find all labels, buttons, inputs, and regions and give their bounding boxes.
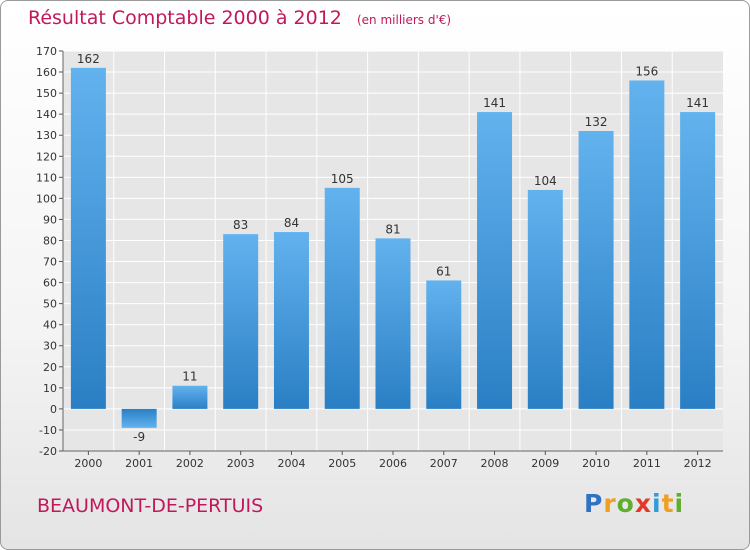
y-tick-label: 120 xyxy=(36,150,57,163)
bar-2003 xyxy=(223,234,259,409)
y-tick-label: 40 xyxy=(43,319,57,332)
y-tick-label: 80 xyxy=(43,234,57,247)
y-tick-label: 100 xyxy=(36,192,57,205)
bar-2000 xyxy=(70,67,106,409)
x-tick-label-2002: 2002 xyxy=(176,457,204,470)
y-tick-label: -10 xyxy=(39,424,57,437)
x-tick-label-2007: 2007 xyxy=(430,457,458,470)
y-tick-label: 20 xyxy=(43,361,57,374)
y-tick-label: 60 xyxy=(43,277,57,290)
y-tick-label: 0 xyxy=(50,403,57,416)
y-tick-label: 110 xyxy=(36,171,57,184)
bar-2006 xyxy=(375,238,411,409)
logo-letter: P xyxy=(584,489,604,518)
y-tick-label: 70 xyxy=(43,256,57,269)
chart-title: Résultat Comptable 2000 à 2012 xyxy=(28,7,342,29)
data-label-2002: 11 xyxy=(182,370,197,384)
logo-letter: o xyxy=(616,489,635,518)
x-tick-label-2006: 2006 xyxy=(379,457,407,470)
data-label-2006: 81 xyxy=(385,222,400,236)
x-tick-label-2000: 2000 xyxy=(74,457,102,470)
y-tick-label: 160 xyxy=(36,66,57,79)
bar-2002 xyxy=(172,385,208,409)
y-tick-label: 50 xyxy=(43,298,57,311)
x-tick-label-2004: 2004 xyxy=(277,457,305,470)
x-tick-label-2009: 2009 xyxy=(531,457,559,470)
logo-letter: x xyxy=(634,489,652,518)
chart-subtitle: (en milliers d'€) xyxy=(356,13,452,27)
bar-2012 xyxy=(680,112,716,409)
data-labels: 162 -9 11 83 84 105 81 61 141 104 132 156 141 xyxy=(77,52,709,444)
bar-2007 xyxy=(426,280,462,409)
data-label-2011: 156 xyxy=(635,64,658,78)
bar-2010 xyxy=(578,131,614,409)
data-label-2003: 83 xyxy=(233,218,248,232)
data-label-2012: 141 xyxy=(686,96,709,110)
y-tick-label: -20 xyxy=(39,445,57,458)
x-tick-label-2001: 2001 xyxy=(125,457,153,470)
bars xyxy=(70,67,716,428)
logo-letter: t xyxy=(661,489,675,518)
data-label-2004: 84 xyxy=(284,216,299,230)
data-label-2005: 105 xyxy=(331,172,354,186)
bar-2005 xyxy=(324,187,360,409)
bar-2004 xyxy=(273,232,309,409)
x-tick-label-2010: 2010 xyxy=(582,457,610,470)
x-tick-label-2005: 2005 xyxy=(328,457,356,470)
town-name: BEAUMONT-DE-PERTUIS xyxy=(37,495,264,517)
bar-2009 xyxy=(527,189,563,409)
y-tick-label: 130 xyxy=(36,129,57,142)
y-tick-label: 140 xyxy=(36,108,57,121)
proxiti-logo[interactable]: Proxiti xyxy=(584,489,684,518)
data-label-2007: 61 xyxy=(436,264,451,278)
x-tick-label-2011: 2011 xyxy=(633,457,661,470)
y-tick-label: 150 xyxy=(36,87,57,100)
y-tick-label: 90 xyxy=(43,213,57,226)
bar-2001 xyxy=(121,408,157,428)
y-tick-label: 30 xyxy=(43,340,57,353)
data-label-2009: 104 xyxy=(534,174,557,188)
bar-2011 xyxy=(629,80,665,409)
y-tick-label: 10 xyxy=(43,382,57,395)
y-tick-label: 170 xyxy=(36,45,57,58)
x-tick-label-2008: 2008 xyxy=(481,457,509,470)
title-row: Résultat Comptable 2000 à 2012 (en milli… xyxy=(28,7,451,29)
data-label-2010: 132 xyxy=(585,115,608,129)
bar-2008 xyxy=(477,112,513,409)
data-label-2001: -9 xyxy=(133,430,145,444)
data-label-2000: 162 xyxy=(77,52,100,66)
data-label-2008: 141 xyxy=(483,96,506,110)
logo-letter: r xyxy=(603,489,617,518)
x-tick-label-2003: 2003 xyxy=(227,457,255,470)
x-tick-label-2012: 2012 xyxy=(684,457,712,470)
logo-letter: i xyxy=(674,489,685,518)
axes: -20 -10 0 10 20 30 40 50 60 70 80 90 100 110 120 130 140… xyxy=(36,45,723,470)
logo-letter: i xyxy=(652,489,662,518)
